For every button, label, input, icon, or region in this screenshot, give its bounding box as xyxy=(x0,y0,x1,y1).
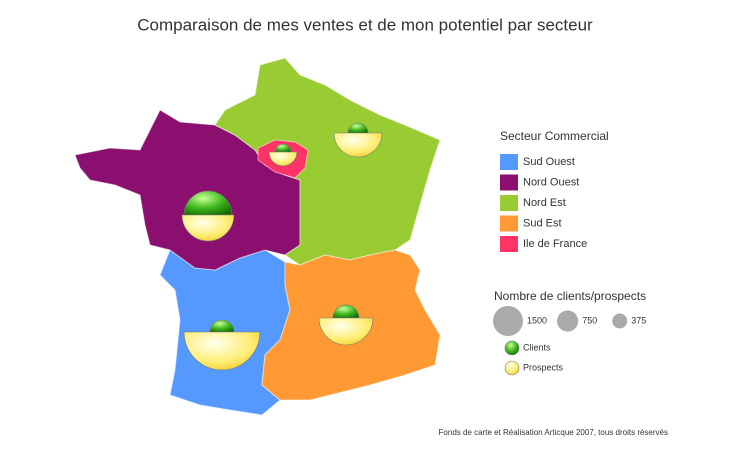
legend-swatch xyxy=(500,174,518,191)
clients-bubble xyxy=(183,190,233,216)
size-legend-circle xyxy=(612,313,628,329)
chart-title: Comparaison de mes ventes et de mon pote… xyxy=(137,15,593,34)
prospects-bubble xyxy=(268,151,298,167)
legend-label: Nord Ouest xyxy=(523,176,579,188)
series-legend-label: Clients xyxy=(523,342,551,352)
legend-swatch xyxy=(500,215,518,232)
size-legend-circle xyxy=(557,310,579,332)
legend-title: Secteur Commercial xyxy=(500,129,609,143)
legend-label: Sud Ouest xyxy=(523,156,575,168)
series-legend-icon xyxy=(504,340,520,356)
prospects-bubble xyxy=(183,331,261,371)
clients-bubble xyxy=(274,143,292,153)
series-legend-icon xyxy=(504,360,520,376)
legend-swatch xyxy=(500,195,518,211)
legend-label: Nord Est xyxy=(523,197,566,209)
prospects-bubble xyxy=(181,214,235,242)
prospects-bubble xyxy=(333,132,383,158)
series-legend-label: Prospects xyxy=(523,362,564,372)
legend-label: Sud Est xyxy=(523,217,562,229)
legend-swatch xyxy=(500,236,518,252)
footnote: Fonds de carte et Réalisation Articque 2… xyxy=(439,428,668,437)
size-legend-title: Nombre de clients/prospects xyxy=(494,289,646,303)
size-legend-circle xyxy=(493,306,523,336)
clients-bubble xyxy=(332,304,360,319)
size-legend-label: 750 xyxy=(582,315,597,325)
legend-label: Ile de France xyxy=(523,238,587,250)
legend-swatch xyxy=(500,154,518,170)
clients-bubble xyxy=(347,122,369,134)
prospects-bubble xyxy=(318,317,374,346)
clients-bubble xyxy=(209,319,235,333)
size-legend-label: 375 xyxy=(631,315,646,325)
size-legend-label: 1500 xyxy=(527,315,547,325)
